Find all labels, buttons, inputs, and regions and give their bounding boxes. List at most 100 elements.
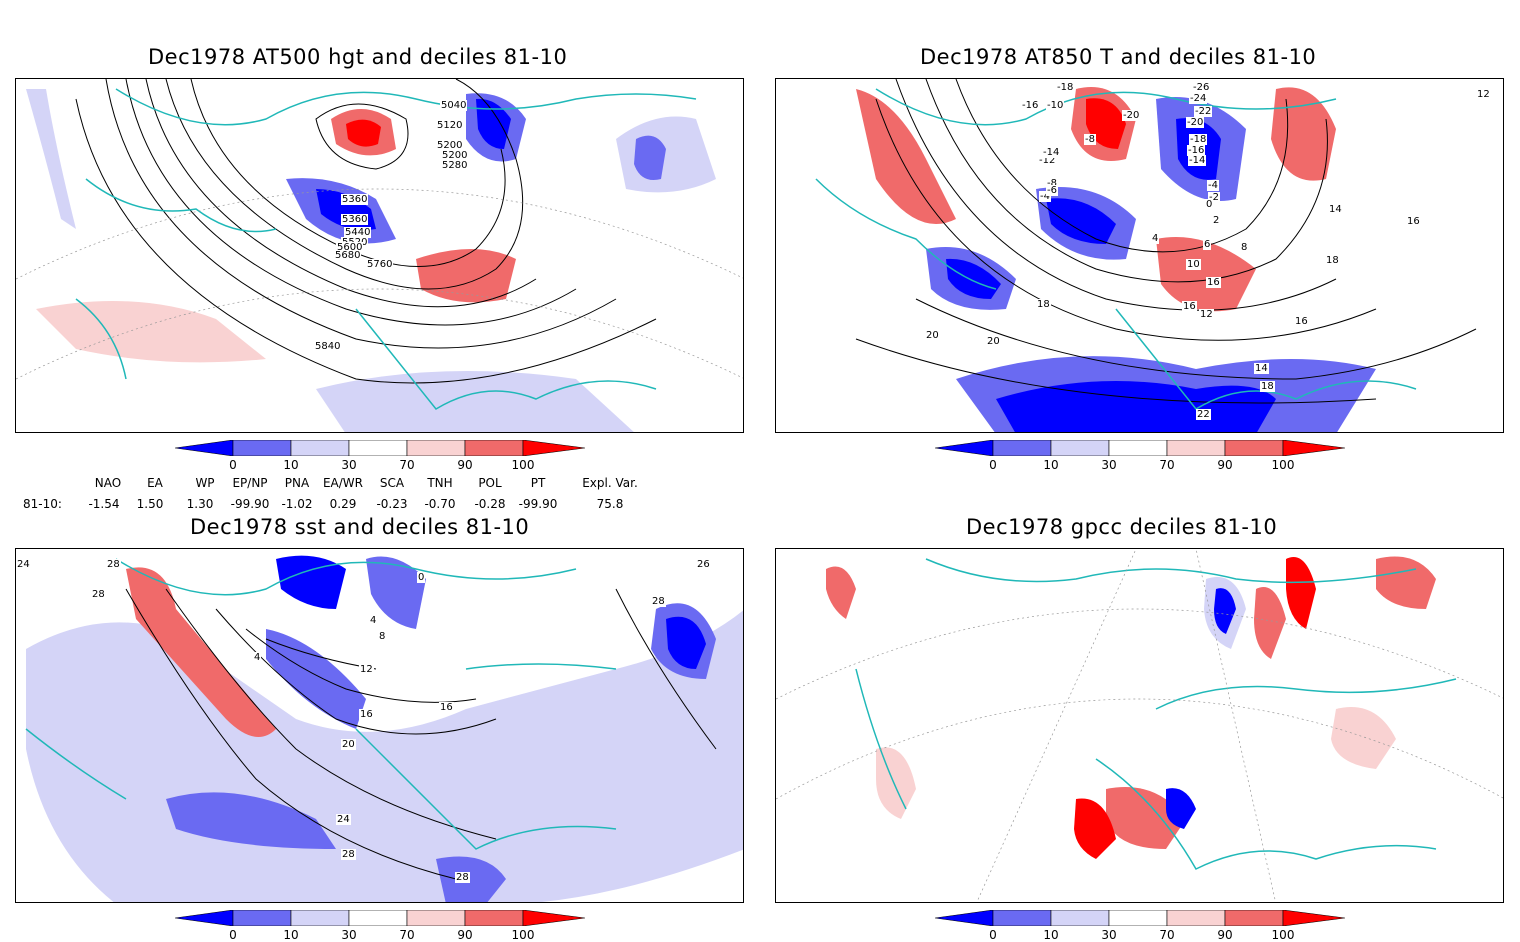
colorbar-tick-label: 30 (341, 928, 357, 942)
contour-label: 24 (336, 814, 351, 825)
contour-label: -24 (1189, 93, 1208, 104)
colorbar-tick-label: 10 (1043, 458, 1059, 472)
index-header: POL (478, 476, 502, 490)
contour-label: 14 (1254, 363, 1269, 374)
colorbar-tick-label: 70 (399, 458, 415, 472)
colorbar-swatch (1166, 439, 1226, 457)
map-hgt500-svg (16, 79, 743, 432)
colorbar-swatch (1166, 909, 1226, 927)
contour-label: 20 (341, 739, 356, 750)
colorbar-swatch (992, 909, 1052, 927)
panel-title-t850: Dec1978 AT850 T and deciles 81-10 (920, 45, 1317, 69)
contour-label: 28 (341, 849, 356, 860)
contour-label: 20 (925, 330, 940, 341)
index-value: -99.90 (518, 497, 558, 511)
colorbar-swatch (174, 909, 234, 927)
contour-label: -10 (1046, 100, 1065, 111)
colorbar-tick-label: 70 (399, 928, 415, 942)
colorbar-swatch (522, 439, 586, 457)
index-value: 0.29 (329, 497, 357, 511)
colorbar-swatch (1282, 439, 1346, 457)
contour-label: 0 (417, 572, 426, 583)
contour-label: -4 (1039, 191, 1051, 202)
colorbar-top-left: 0 10 30 70 90 100 (174, 439, 586, 474)
colorbar-tick-label: 100 (511, 458, 535, 472)
contour-label: 16 (1406, 216, 1421, 227)
index-value: -99.90 (230, 497, 270, 511)
colorbar-swatch (464, 909, 524, 927)
contour-label: 6 (1203, 239, 1212, 250)
contour-label: 28 (91, 589, 106, 600)
colorbar-swatch (406, 909, 466, 927)
contour-label: 18 (1260, 381, 1275, 392)
contour-label: 14 (1328, 204, 1343, 215)
index-row-label: 81-10: (23, 497, 62, 511)
index-header: WP (195, 476, 215, 490)
contour-label: 5120 (436, 120, 464, 131)
contour-label: -18 (1189, 134, 1208, 145)
contour-label: 4 (1151, 233, 1160, 244)
colorbar-tick-label: 100 (511, 928, 535, 942)
contour-label: 5360 (341, 194, 369, 205)
colorbar-swatch (1224, 909, 1284, 927)
index-value: -1.02 (281, 497, 313, 511)
contour-label: 5280 (441, 160, 469, 171)
colorbar-swatch (348, 909, 408, 927)
index-header: EA (147, 476, 163, 490)
colorbar-tick-label: 100 (1271, 458, 1295, 472)
colorbar-tick-label: 0 (229, 458, 237, 472)
colorbar-bottom-left-svg (174, 909, 586, 927)
contour-label: -12 (1038, 155, 1057, 166)
index-value: -1.54 (88, 497, 120, 511)
index-header: Expl. Var. (582, 476, 638, 490)
contour-label: -16 (1021, 100, 1040, 111)
colorbar-tick-label: 100 (1271, 928, 1295, 942)
colorbar-swatch (934, 909, 994, 927)
colorbar-tick-label: 10 (1043, 928, 1059, 942)
contour-label: 12 (1476, 89, 1491, 100)
colorbar-bottom-right-svg (934, 909, 1346, 927)
colorbar-swatch (406, 439, 466, 457)
colorbar-swatch (232, 439, 292, 457)
contour-label: 28 (106, 559, 121, 570)
colorbar-swatch (348, 439, 408, 457)
colorbar-top-right-svg (934, 439, 1346, 457)
contour-label: 8 (1240, 242, 1249, 253)
index-value: -0.70 (424, 497, 456, 511)
colorbar-tick-label: 90 (1217, 928, 1233, 942)
map-sst: 24 28 28 26 0 4 8 4 12 16 16 20 24 28 28 28 (15, 548, 744, 903)
colorbar-tick-label: 30 (1101, 458, 1117, 472)
colorbar-tick-label: 70 (1159, 458, 1175, 472)
colorbar-tick-label: 90 (457, 928, 473, 942)
contour-label: 2 (1212, 215, 1221, 226)
index-value: 1.30 (186, 497, 214, 511)
panel-title-hgt500: Dec1978 AT500 hgt and deciles 81-10 (148, 45, 568, 69)
index-header: NAO (94, 476, 122, 490)
colorbar-top-left-svg (174, 439, 586, 457)
contour-label: 5360 (341, 214, 369, 225)
index-value: -0.23 (376, 497, 408, 511)
contour-label: 5040 (440, 100, 468, 111)
contour-label: 8 (378, 631, 387, 642)
colorbar-swatch (1224, 439, 1284, 457)
index-header: TNH (427, 476, 453, 490)
contour-label: 5680 (334, 250, 362, 261)
map-t850-svg (776, 79, 1503, 432)
colorbar-bottom-left: 0 10 30 70 90 100 (174, 909, 586, 942)
colorbar-swatch (1108, 909, 1168, 927)
contour-label: 18 (1036, 299, 1051, 310)
index-value: 75.8 (596, 497, 624, 511)
contour-label: -16 (1187, 145, 1206, 156)
contour-label: 5440 (344, 227, 372, 238)
index-header: SCA (379, 476, 405, 490)
contour-label: 22 (1196, 409, 1211, 420)
colorbar-tick-label: 10 (283, 928, 299, 942)
colorbar-tick-label: 10 (283, 458, 299, 472)
contour-label: 26 (696, 559, 711, 570)
colorbar-swatch (232, 909, 292, 927)
map-t850: -18 -16 -10 -20 -8 -26 -24 -22 -20 -18 -16 -14 -12 -1… (775, 78, 1504, 433)
contour-label: 24 (16, 559, 31, 570)
contour-label: -14 (1188, 155, 1207, 166)
contour-label: 5200 (441, 150, 469, 161)
contour-label: 4 (369, 615, 378, 626)
